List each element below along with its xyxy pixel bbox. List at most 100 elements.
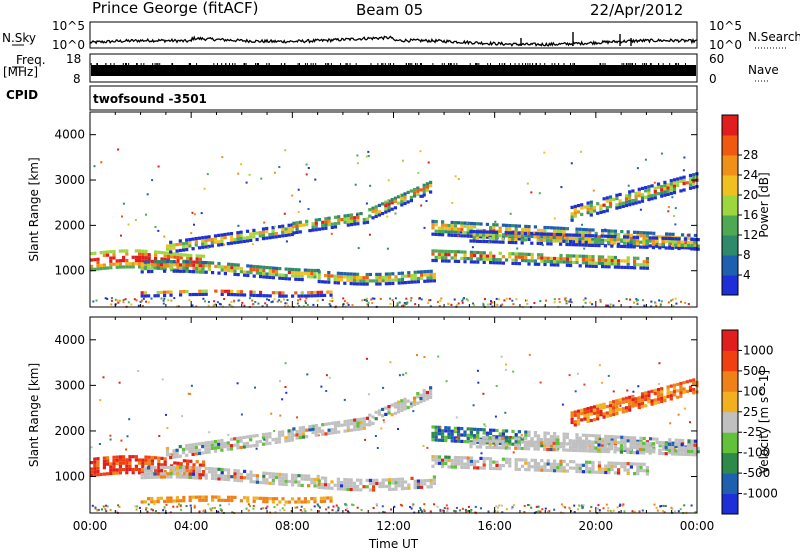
heatmap-cell <box>166 290 170 294</box>
heatmap-cell <box>437 429 441 433</box>
heatmap-cell <box>384 412 388 416</box>
heatmap-cell <box>647 191 651 195</box>
heatmap-cell <box>605 405 609 409</box>
heatmap-cell <box>176 461 180 465</box>
heatmap-cell <box>631 401 635 405</box>
heatmap-cell <box>444 458 448 462</box>
heatmap-noise-cell <box>204 511 207 514</box>
heatmap-cell <box>473 254 477 258</box>
heatmap-cell <box>169 263 173 267</box>
heatmap-cell <box>230 266 234 270</box>
heatmap-cell <box>346 217 350 221</box>
heatmap-cell <box>227 495 231 499</box>
heatmap-cell <box>413 479 417 483</box>
heatmap-cell <box>343 429 347 433</box>
heatmap-cell <box>277 440 282 444</box>
heatmap-noise-cell <box>565 302 568 305</box>
heatmap-cell <box>623 439 627 443</box>
heatmap-cell <box>194 449 198 453</box>
heatmap-cell <box>156 500 160 504</box>
heatmap-cell <box>489 254 493 258</box>
heatmap-noise-cell <box>582 298 585 301</box>
heatmap-cell <box>559 226 563 230</box>
heatmap-cell <box>179 263 183 267</box>
heatmap-noise-cell <box>193 504 196 507</box>
heatmap-cell <box>314 221 318 225</box>
heatmap-cell <box>291 271 295 275</box>
heatmap-cell <box>284 500 288 504</box>
heatmap-noise-cell <box>598 510 601 513</box>
heatmap-cell <box>495 240 499 244</box>
heatmap-cell <box>476 222 480 226</box>
heatmap-noise-cell <box>301 510 304 513</box>
heatmap-scatter-cell <box>260 177 263 180</box>
heatmap-cell <box>340 278 344 282</box>
heatmap-cell <box>527 430 531 434</box>
heatmap-cell <box>416 186 420 190</box>
heatmap-cell <box>327 280 331 284</box>
heatmap-cell <box>391 487 395 491</box>
heatmap-cell <box>679 388 683 392</box>
heatmap-cell <box>626 462 630 466</box>
heatmap-scatter-cell <box>120 439 123 442</box>
heatmap-cell <box>489 257 493 261</box>
heatmap-noise-cell <box>687 303 690 305</box>
heatmap-cell <box>413 399 417 403</box>
heatmap-cell <box>596 404 600 408</box>
heatmap-cell <box>520 241 524 245</box>
heatmap-noise-cell <box>150 297 153 300</box>
heatmap-cell <box>96 460 100 464</box>
heatmap-cell <box>99 263 103 267</box>
colorbar-frame <box>721 114 739 296</box>
heatmap-cell <box>375 276 379 280</box>
heatmap-cell <box>549 232 553 236</box>
heatmap-cell <box>615 203 619 207</box>
heatmap-cell <box>166 251 170 255</box>
heatmap-cell <box>147 260 151 264</box>
heatmap-cell <box>236 263 240 267</box>
heatmap-cell <box>169 499 173 503</box>
heatmap-cell <box>182 465 186 470</box>
heatmap-scatter-cell <box>223 243 226 246</box>
heatmap-scatter-cell <box>399 194 402 197</box>
heatmap-cell <box>295 230 299 234</box>
heatmap-cell <box>393 196 397 200</box>
heatmap-noise-cell <box>573 511 576 514</box>
heatmap-cell <box>589 418 593 423</box>
heatmap-cell <box>441 249 445 253</box>
heatmap-cell <box>687 443 691 447</box>
heatmap-cell <box>679 394 683 398</box>
heatmap-cell <box>453 224 457 228</box>
heatmap-cell <box>353 424 357 429</box>
heatmap-cell <box>153 472 157 476</box>
heatmap-noise-cell <box>658 299 661 302</box>
heatmap-cell <box>610 234 614 239</box>
heatmap-cell <box>648 448 652 452</box>
heatmap-cell <box>419 400 423 404</box>
heatmap-noise-cell <box>410 297 413 299</box>
heatmap-cell <box>242 435 246 439</box>
heatmap-cell <box>106 472 110 476</box>
heatmap-cell <box>553 435 557 439</box>
heatmap-noise-cell <box>145 508 147 511</box>
heatmap-cell <box>690 237 694 241</box>
heatmap-cell <box>245 435 250 439</box>
heatmap-noise-cell <box>584 297 587 300</box>
heatmap-cell <box>645 260 649 264</box>
heatmap-scatter-cell <box>639 208 642 211</box>
heatmap-cell <box>220 498 224 502</box>
heatmap-cell <box>453 429 457 434</box>
heatmap-cell <box>352 481 356 485</box>
heatmap-cell <box>317 485 321 489</box>
heatmap-cell <box>482 230 486 234</box>
heatmap-cell <box>416 479 420 483</box>
heatmap-cell <box>569 240 573 244</box>
heatmap-cell <box>575 227 579 231</box>
heatmap-cell <box>615 405 619 409</box>
heatmap-cell <box>460 459 464 463</box>
heatmap-cell <box>447 432 451 436</box>
heatmap-cell <box>677 246 681 251</box>
heatmap-cell <box>688 186 693 190</box>
heatmap-scatter-cell <box>365 202 368 205</box>
heatmap-cell <box>613 235 617 239</box>
